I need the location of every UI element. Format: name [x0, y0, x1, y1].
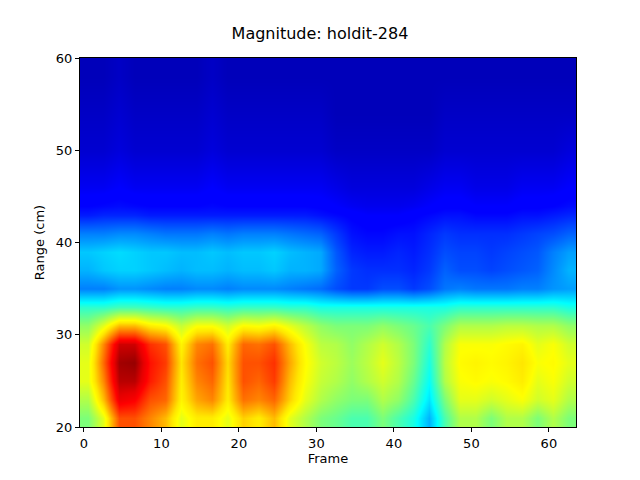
svg-text:50: 50: [56, 143, 73, 158]
svg-text:20: 20: [56, 420, 73, 435]
svg-text:30: 30: [308, 436, 325, 451]
svg-text:60: 60: [56, 51, 73, 66]
svg-text:Frame: Frame: [308, 451, 349, 466]
svg-text:10: 10: [153, 436, 170, 451]
svg-text:0: 0: [80, 436, 88, 451]
svg-text:20: 20: [231, 436, 248, 451]
svg-text:60: 60: [541, 436, 558, 451]
svg-text:Magnitude: holdit-284: Magnitude: holdit-284: [232, 24, 409, 43]
svg-text:30: 30: [56, 327, 73, 342]
svg-text:40: 40: [56, 235, 73, 250]
svg-text:Range (cm): Range (cm): [32, 205, 47, 280]
svg-text:50: 50: [463, 436, 480, 451]
svg-text:40: 40: [386, 436, 403, 451]
